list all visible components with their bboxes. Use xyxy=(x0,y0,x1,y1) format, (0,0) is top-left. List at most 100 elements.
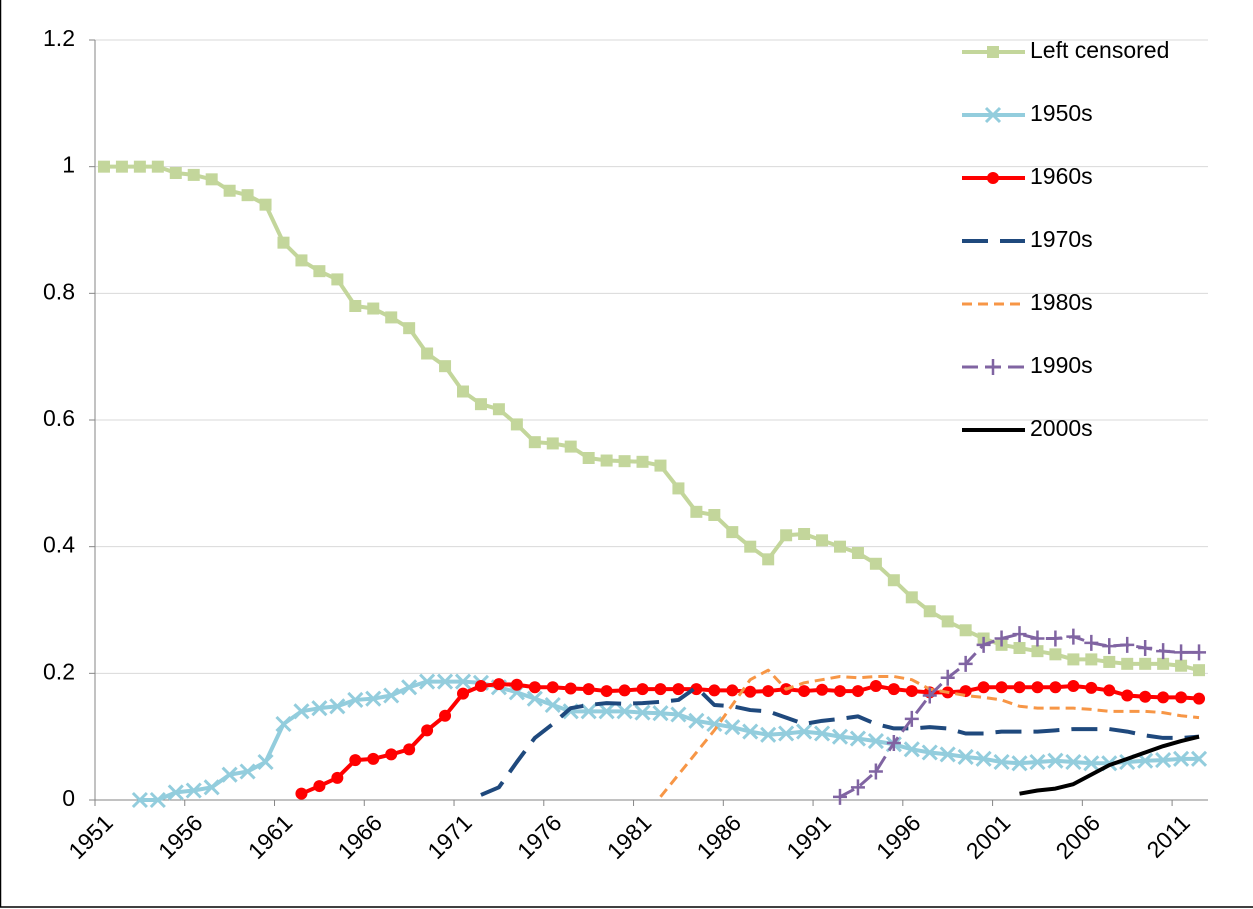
marker xyxy=(1049,681,1062,694)
marker xyxy=(1031,681,1044,694)
marker xyxy=(457,385,470,398)
marker xyxy=(798,685,811,698)
marker xyxy=(1067,653,1080,666)
marker xyxy=(1065,753,1082,771)
marker xyxy=(313,265,326,278)
marker xyxy=(295,254,308,267)
marker xyxy=(365,690,382,707)
marker xyxy=(510,418,523,431)
marker xyxy=(1139,690,1152,703)
marker xyxy=(1029,753,1046,771)
marker xyxy=(832,788,847,805)
marker xyxy=(598,703,615,720)
marker xyxy=(833,540,846,553)
marker xyxy=(367,302,380,315)
marker xyxy=(582,452,595,464)
marker xyxy=(636,683,649,696)
legend-item: 1980s xyxy=(962,289,1093,315)
marker xyxy=(618,455,631,468)
marker xyxy=(831,728,849,745)
marker xyxy=(1066,628,1081,645)
marker xyxy=(742,723,759,740)
marker xyxy=(724,719,741,736)
marker xyxy=(1174,644,1189,661)
marker xyxy=(1193,692,1206,705)
marker xyxy=(670,706,687,723)
marker xyxy=(975,750,992,767)
marker xyxy=(798,528,811,540)
legend-label: 2000s xyxy=(1030,415,1093,441)
y-tick-label: 0.6 xyxy=(43,405,75,431)
marker xyxy=(796,723,813,740)
marker xyxy=(149,791,166,809)
marker xyxy=(922,687,937,704)
marker xyxy=(941,615,954,628)
legend-item: 1990s xyxy=(962,352,1093,378)
marker xyxy=(528,436,541,449)
marker xyxy=(311,700,328,717)
x-tick-label: 2001 xyxy=(961,809,1016,864)
marker xyxy=(726,684,739,697)
marker xyxy=(275,715,292,733)
marker xyxy=(1103,655,1116,668)
marker xyxy=(849,730,867,747)
marker xyxy=(1156,643,1171,660)
marker xyxy=(760,726,777,743)
y-tick-label: 0 xyxy=(62,785,75,811)
marker xyxy=(439,709,452,722)
y-tick-label: 1.2 xyxy=(43,25,75,51)
marker xyxy=(293,703,310,720)
marker xyxy=(419,673,436,690)
marker xyxy=(887,683,900,696)
marker xyxy=(1138,640,1153,656)
marker xyxy=(421,724,434,737)
marker xyxy=(457,687,470,700)
marker xyxy=(778,725,795,742)
marker xyxy=(526,690,543,707)
legend-item: 1950s xyxy=(962,100,1093,126)
x-tick-label: 1996 xyxy=(871,809,926,864)
marker xyxy=(634,704,651,721)
x-tick-label: 1991 xyxy=(781,809,836,864)
marker xyxy=(403,743,416,756)
marker xyxy=(868,763,883,780)
marker xyxy=(744,540,757,553)
marker xyxy=(672,482,685,495)
marker xyxy=(921,744,938,761)
marker xyxy=(1085,681,1098,694)
marker xyxy=(383,687,400,704)
marker xyxy=(816,534,829,547)
marker xyxy=(1011,755,1028,772)
marker xyxy=(223,184,236,197)
legend-label: 1980s xyxy=(1030,289,1093,315)
marker xyxy=(1193,664,1206,677)
marker xyxy=(295,787,308,800)
x-tick-label: 2011 xyxy=(1142,809,1195,862)
marker xyxy=(546,437,559,450)
marker xyxy=(97,160,110,173)
marker xyxy=(1013,681,1026,694)
marker xyxy=(762,553,775,566)
marker xyxy=(977,681,990,694)
marker xyxy=(744,685,757,698)
marker xyxy=(869,680,882,692)
marker xyxy=(904,710,919,727)
marker xyxy=(544,696,561,714)
marker xyxy=(1049,648,1062,661)
marker xyxy=(867,733,884,750)
marker xyxy=(940,669,955,686)
marker xyxy=(347,691,364,708)
x-tick-label: 1986 xyxy=(692,809,747,864)
marker xyxy=(1085,653,1098,666)
marker xyxy=(454,673,472,690)
marker xyxy=(1120,636,1135,653)
marker xyxy=(672,683,685,696)
marker xyxy=(690,505,703,518)
marker xyxy=(690,683,703,696)
marker xyxy=(474,398,487,411)
marker xyxy=(1121,689,1134,702)
legend-label: 1990s xyxy=(1030,352,1093,378)
marker xyxy=(1102,638,1117,655)
